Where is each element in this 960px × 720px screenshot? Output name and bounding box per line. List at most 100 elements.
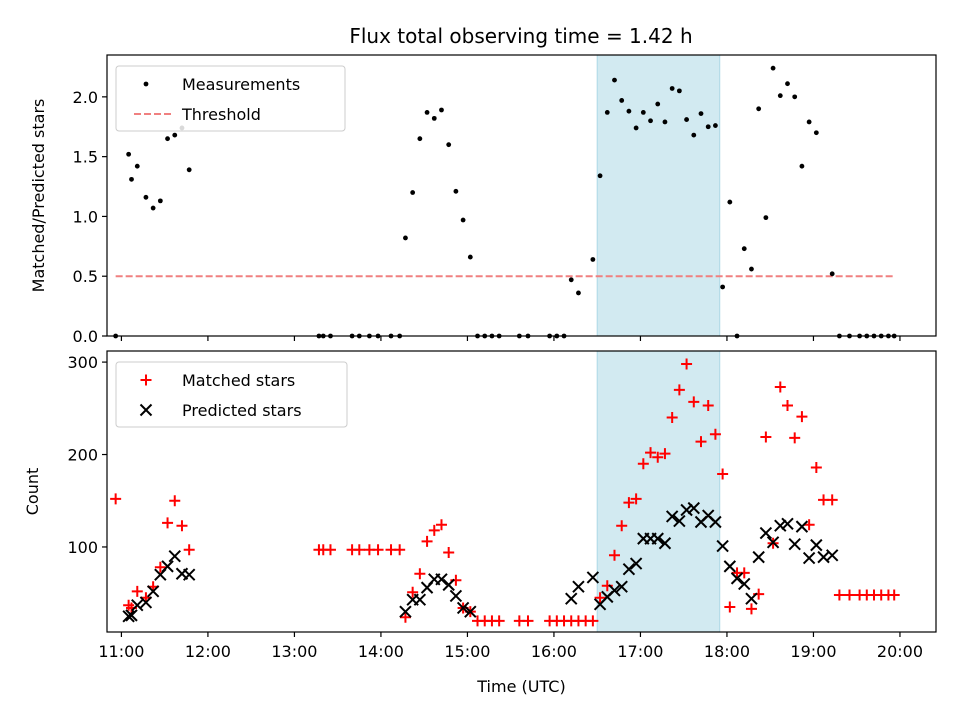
predicted-point bbox=[442, 578, 455, 592]
predicted-point bbox=[131, 598, 144, 612]
predicted-point bbox=[759, 526, 773, 540]
measurement-point bbox=[749, 266, 754, 272]
axes-frame bbox=[106, 54, 937, 337]
matched-point bbox=[353, 544, 365, 556]
predicted-point bbox=[766, 536, 780, 549]
y-axis-label: Count bbox=[23, 468, 42, 516]
y-tick-label: 2.0 bbox=[73, 88, 98, 107]
count-panel: 100 200 300 11:00 12:00 13:00 14:00 15:00 16:00 1… bbox=[23, 350, 937, 696]
x-tick-label: 11:00 bbox=[98, 642, 144, 661]
measurement-point bbox=[460, 217, 466, 223]
x-tick-label: 15:00 bbox=[444, 642, 490, 661]
measurement-point bbox=[446, 142, 452, 148]
matched-point bbox=[399, 611, 411, 623]
predicted-point bbox=[658, 537, 672, 550]
ratio-panel: 0.0 0.5 1.0 1.5 2.0 Matched/Predicted stars Me… bbox=[29, 54, 937, 346]
predicted-point bbox=[125, 609, 138, 622]
measurement-point bbox=[467, 254, 473, 260]
measurement-point bbox=[612, 77, 617, 83]
measurement-point bbox=[186, 167, 192, 173]
predicted-point bbox=[723, 560, 737, 573]
measurement-point bbox=[655, 101, 661, 107]
matched-point bbox=[394, 544, 406, 556]
measurement-point bbox=[424, 109, 430, 115]
measurement-point bbox=[633, 125, 639, 131]
predicted-point bbox=[399, 605, 412, 618]
predicted-point bbox=[572, 580, 585, 593]
measurement-point bbox=[806, 119, 812, 125]
predicted-point bbox=[752, 550, 765, 564]
measurement-point bbox=[792, 94, 798, 100]
measurement-point bbox=[597, 173, 603, 179]
measurement-point bbox=[684, 117, 689, 122]
matched-point bbox=[782, 400, 794, 412]
matched-point bbox=[176, 520, 188, 532]
highlight-span bbox=[596, 54, 721, 337]
predicted-point bbox=[622, 562, 636, 576]
predicted-point bbox=[608, 584, 621, 597]
measurement-point bbox=[403, 235, 408, 241]
measurement-point bbox=[604, 109, 610, 115]
measurement-point bbox=[150, 205, 156, 211]
measurement-point bbox=[410, 190, 416, 195]
x-tick-label: 18:00 bbox=[704, 642, 750, 661]
legend-marker-measurements bbox=[143, 81, 149, 87]
legend-label: Matched stars bbox=[182, 371, 295, 390]
matched-point bbox=[443, 547, 455, 559]
matched-point bbox=[623, 497, 635, 509]
predicted-point bbox=[456, 601, 470, 615]
matched-point bbox=[616, 520, 628, 532]
matched-point bbox=[789, 432, 801, 444]
measurement-point bbox=[619, 98, 625, 103]
predicted-point bbox=[687, 501, 700, 515]
predicted-point bbox=[745, 592, 758, 605]
measurement-point bbox=[799, 163, 805, 169]
legend-label: Threshold bbox=[181, 105, 261, 124]
matched-point bbox=[324, 544, 336, 556]
x-tick-label: 13:00 bbox=[271, 642, 317, 661]
matched-point bbox=[659, 448, 671, 460]
highlight-span bbox=[596, 350, 721, 633]
predicted-point bbox=[673, 514, 686, 528]
legend-label: Measurements bbox=[182, 75, 300, 94]
matched-point bbox=[645, 447, 657, 459]
measurement-point bbox=[640, 109, 646, 115]
predicted-point bbox=[565, 592, 578, 605]
measurement-point bbox=[576, 290, 581, 296]
predicted-point bbox=[464, 605, 477, 618]
predicted-point bbox=[651, 532, 664, 545]
y-tick-label: 1.5 bbox=[73, 148, 98, 167]
matched-point bbox=[833, 589, 845, 601]
measurement-point bbox=[720, 284, 726, 290]
predicted-point bbox=[781, 517, 794, 531]
axes-frame bbox=[106, 350, 937, 633]
predicted-point bbox=[168, 549, 181, 563]
matched-point bbox=[724, 601, 736, 613]
matched-point bbox=[493, 615, 505, 627]
x-axis-label: Time (UTC) bbox=[476, 677, 565, 696]
matched-point bbox=[774, 381, 786, 393]
measurement-point bbox=[741, 246, 747, 252]
matched-point bbox=[652, 451, 664, 463]
matched-point bbox=[681, 358, 693, 370]
measurement-point bbox=[590, 257, 596, 262]
measurement-point bbox=[143, 194, 149, 200]
measurement-point bbox=[134, 163, 140, 169]
predicted-point bbox=[680, 503, 693, 517]
measurement-point bbox=[129, 176, 134, 182]
matched-point bbox=[637, 458, 649, 470]
measurement-point bbox=[157, 198, 163, 204]
legend: Measurements Threshold bbox=[115, 65, 346, 132]
measurement-point bbox=[126, 151, 132, 157]
x-tick-label: 20:00 bbox=[877, 642, 923, 661]
legend-box bbox=[115, 361, 348, 428]
matched-point bbox=[162, 517, 174, 529]
predicted-point bbox=[774, 519, 787, 532]
measurement-point bbox=[813, 130, 819, 136]
legend-marker-predicted bbox=[139, 403, 153, 417]
predicted-point bbox=[788, 537, 801, 551]
measurement-point bbox=[669, 86, 675, 91]
predicted-point bbox=[586, 571, 600, 584]
legend-marker-matched bbox=[140, 374, 152, 386]
